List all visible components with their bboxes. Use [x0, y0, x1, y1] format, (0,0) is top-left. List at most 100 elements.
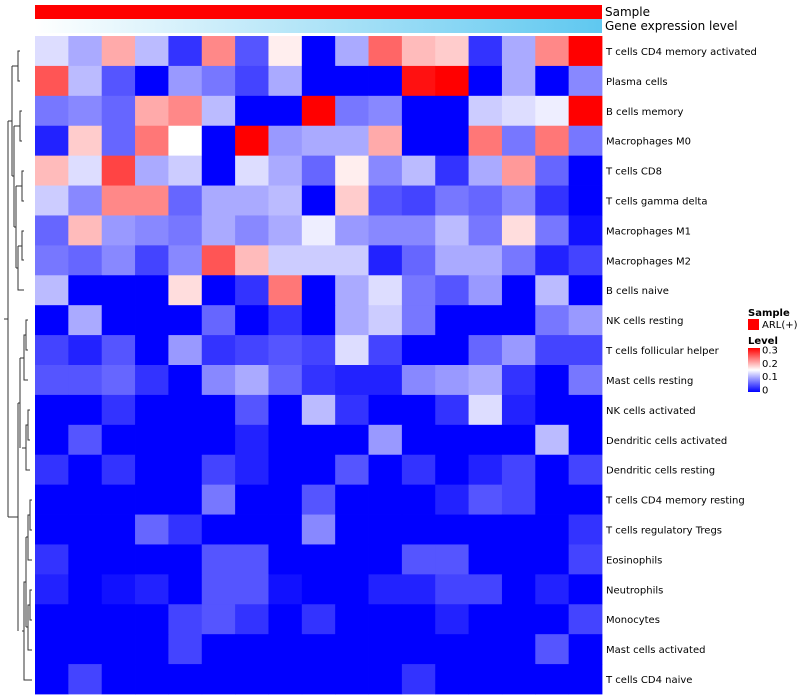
- heatmap-cell: [135, 65, 169, 97]
- heatmap-cell: [35, 604, 69, 635]
- heatmap-cell: [368, 664, 403, 695]
- heatmap-cell: [68, 155, 103, 186]
- heatmap-cell: [268, 544, 303, 575]
- heatmap-cell: [235, 484, 269, 515]
- heatmap-cell: [468, 634, 503, 665]
- heatmap-cell: [201, 305, 236, 336]
- legend-sample-swatch: [748, 319, 759, 330]
- heatmap-cell: [201, 365, 236, 396]
- heatmap-cell: [501, 544, 536, 575]
- heatmap-cell: [68, 275, 103, 306]
- heatmap-cell: [501, 215, 536, 246]
- heatmap-cell: [535, 245, 570, 276]
- heatmap-cell: [568, 604, 603, 635]
- heatmap-cell: [35, 65, 69, 97]
- heatmap-cell: [235, 424, 269, 456]
- heatmap-cell: [335, 484, 369, 515]
- heatmap-cell: [201, 335, 236, 366]
- heatmap-cell: [401, 454, 436, 486]
- heatmap-cell: [335, 155, 369, 186]
- legend-sample-title: Sample: [748, 308, 790, 319]
- heatmap-cell: [68, 394, 103, 426]
- heatmap-cell: [68, 335, 103, 366]
- heatmap-cell: [35, 155, 69, 186]
- heatmap-cell: [535, 424, 570, 456]
- legend-level-tick: 0.3: [762, 346, 778, 357]
- heatmap-cell: [35, 185, 69, 216]
- heatmap-cell: [268, 185, 303, 216]
- heatmap-cell: [435, 365, 469, 396]
- heatmap-cell: [535, 365, 570, 396]
- heatmap-cell: [135, 664, 169, 695]
- sample-annotation-bar: [35, 5, 602, 19]
- heatmap-cell: [535, 634, 570, 665]
- heatmap-cell: [201, 544, 236, 575]
- heatmap-cell: [535, 305, 570, 336]
- heatmap-cell: [368, 185, 403, 216]
- heatmap-cell: [335, 305, 369, 336]
- heatmap-cell: [401, 155, 436, 186]
- heatmap-cell: [335, 185, 369, 216]
- heatmap-cell: [335, 36, 369, 67]
- heatmap-cell: [135, 574, 169, 605]
- heatmap-cell: [568, 185, 603, 216]
- row-label: NK cells resting: [606, 316, 683, 327]
- heatmap-cell: [368, 125, 403, 157]
- heatmap-cell: [235, 454, 269, 486]
- heatmap-cell: [168, 65, 203, 97]
- heatmap-cell: [68, 484, 103, 515]
- heatmap-cell: [535, 215, 570, 246]
- heatmap-cell: [135, 275, 169, 306]
- heatmap-cell: [101, 36, 136, 67]
- heatmap-cell: [368, 245, 403, 276]
- heatmap-cell: [135, 394, 169, 426]
- heatmap-cell: [401, 394, 436, 426]
- heatmap-cell: [168, 424, 203, 456]
- heatmap-cell: [368, 574, 403, 605]
- heatmap-cell: [501, 365, 536, 396]
- heatmap-cell: [568, 664, 603, 695]
- heatmap-cell: [501, 125, 536, 157]
- heatmap-cell: [35, 36, 69, 67]
- heatmap-cell: [301, 394, 336, 426]
- heatmap-cell: [468, 484, 503, 515]
- heatmap-cell: [468, 604, 503, 635]
- heatmap-cell: [368, 514, 403, 545]
- heatmap-cell: [235, 604, 269, 635]
- heatmap-cell: [135, 604, 169, 635]
- heatmap-cell: [335, 424, 369, 456]
- heatmap-cell: [201, 95, 236, 127]
- row-label: T cells regulatory Tregs: [605, 526, 722, 537]
- heatmap-cell: [68, 574, 103, 605]
- heatmap-cell: [535, 604, 570, 635]
- heatmap-cell: [301, 634, 336, 665]
- heatmap-cell: [468, 394, 503, 426]
- heatmap-cell: [168, 305, 203, 336]
- row-label: T cells CD8: [605, 167, 662, 178]
- heatmap-cell: [235, 335, 269, 366]
- heatmap-cell: [535, 36, 570, 67]
- heatmap-cell: [35, 245, 69, 276]
- heatmap-cell: [568, 245, 603, 276]
- heatmap-cell: [501, 155, 536, 186]
- heatmap-cell: [235, 634, 269, 665]
- heatmap-cell: [35, 484, 69, 515]
- heatmap-cell: [101, 185, 136, 216]
- heatmap-cell: [68, 604, 103, 635]
- heatmap-cell: [135, 634, 169, 665]
- heatmap-cell: [101, 574, 136, 605]
- heatmap-cell: [301, 604, 336, 635]
- heatmap-cell: [68, 65, 103, 97]
- heatmap-cell: [301, 185, 336, 216]
- heatmap-cell: [568, 305, 603, 336]
- heatmap-cell: [401, 664, 436, 695]
- heatmap-cell: [568, 424, 603, 456]
- heatmap-cell: [401, 215, 436, 246]
- heatmap-cell: [435, 185, 469, 216]
- row-label: Monocytes: [606, 615, 660, 626]
- heatmap-cell: [68, 454, 103, 486]
- heatmap-cell: [435, 95, 469, 127]
- heatmap-cell: [268, 634, 303, 665]
- row-label: Mast cells activated: [606, 645, 705, 656]
- row-label: T cells CD4 memory resting: [605, 496, 745, 507]
